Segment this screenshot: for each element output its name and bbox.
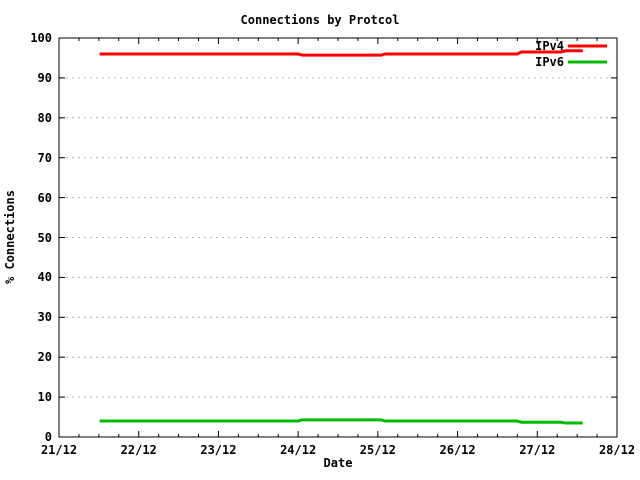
legend-label-ipv4: IPv4 bbox=[535, 39, 564, 53]
x-tick-label: 21/12 bbox=[40, 443, 78, 457]
y-tick-label: 30 bbox=[37, 310, 52, 325]
series-line-ipv6 bbox=[99, 418, 583, 425]
y-tick-label: 10 bbox=[37, 390, 52, 405]
x-tick-label: 25/12 bbox=[359, 443, 396, 457]
series-line-ipv4 bbox=[99, 49, 583, 57]
x-tick-label: 24/12 bbox=[280, 443, 317, 457]
y-tick-label: 100 bbox=[30, 31, 52, 45]
x-tick-label: 23/12 bbox=[200, 443, 237, 457]
y-tick-label: 0 bbox=[44, 430, 52, 444]
x-tick-label: 26/12 bbox=[439, 443, 476, 457]
x-tick-label: 27/12 bbox=[519, 443, 556, 457]
y-tick-label: 40 bbox=[37, 270, 52, 285]
chart-title: Connections by Protcol bbox=[240, 13, 400, 27]
y-tick-label: 80 bbox=[37, 110, 52, 125]
y-tick-label: 90 bbox=[37, 70, 52, 85]
x-tick-label: 28/12 bbox=[598, 443, 636, 457]
x-axis-label: Date bbox=[323, 456, 353, 470]
y-tick-label: 70 bbox=[37, 150, 52, 165]
y-tick-label: 50 bbox=[37, 230, 52, 245]
plot-frame bbox=[58, 37, 618, 438]
y-tick-label: 60 bbox=[37, 190, 52, 205]
y-tick-label: 20 bbox=[37, 350, 52, 365]
legend-label-ipv6: IPv6 bbox=[535, 55, 564, 69]
x-tick-label: 22/12 bbox=[120, 443, 157, 457]
